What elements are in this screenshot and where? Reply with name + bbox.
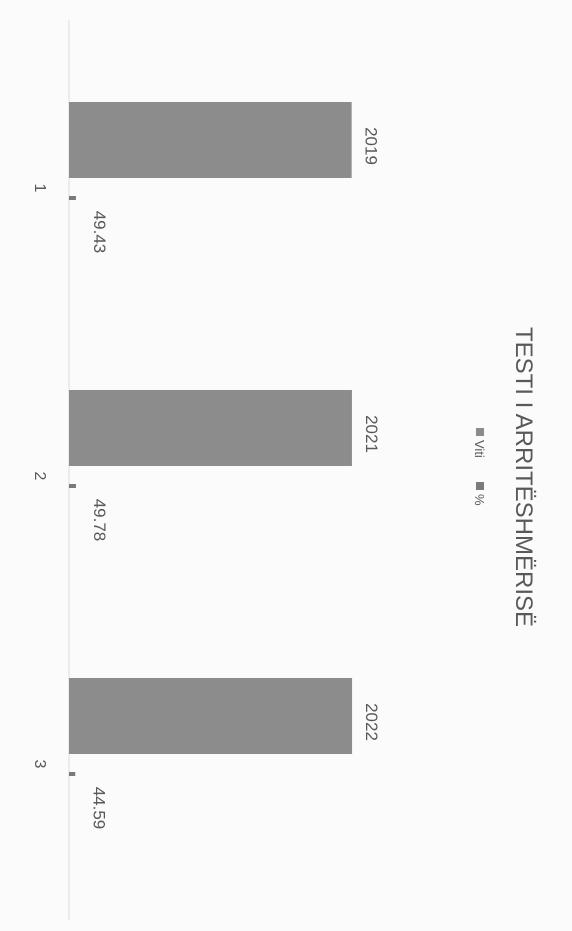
data-label-viti-1: 2019 <box>362 127 381 165</box>
legend-swatch-2 <box>476 482 484 490</box>
data-label-percent-2: 49.78 <box>90 499 109 542</box>
legend-swatch-1 <box>476 428 484 436</box>
bar-percent-2 <box>69 484 76 488</box>
bar-percent-1 <box>68 196 76 200</box>
category-tick-label-1: 1 <box>31 184 48 193</box>
bar-viti-2 <box>69 390 352 466</box>
category-tick-label-2: 2 <box>31 472 48 481</box>
bar-viti-1 <box>69 102 352 178</box>
ticks-layer: 1 2 3 <box>31 184 48 769</box>
bar-viti-3 <box>69 678 353 754</box>
legend-label-1: Viti <box>472 440 487 458</box>
data-label-percent-1: 49.43 <box>90 211 109 254</box>
data-label-viti-2: 2021 <box>362 415 381 453</box>
data-label-viti-3: 2022 <box>362 703 381 741</box>
data-label-percent-3: 44.59 <box>89 787 108 830</box>
chart-title: TESTI I ARRITËSHMËRISË <box>510 327 537 627</box>
chart-plot-area: 2019 49.43 2021 49.78 2022 44.59 1 2 3 Viti% TE… <box>31 20 537 920</box>
bar-percent-3 <box>69 772 76 776</box>
labels-layer: 2019 49.43 2021 49.78 2022 44.59 <box>89 127 381 829</box>
legend-label-2: % <box>472 494 487 506</box>
legend: Viti% <box>472 428 487 506</box>
bars-layer <box>68 20 353 920</box>
category-tick-label-3: 3 <box>31 760 48 769</box>
